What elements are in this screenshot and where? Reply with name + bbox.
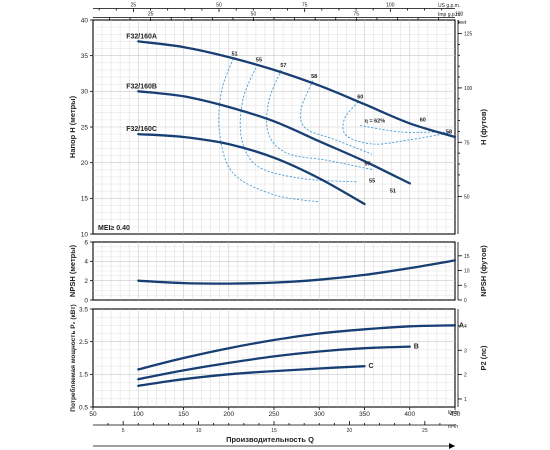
npsh-ylabel: NPSH (метры)	[68, 244, 77, 297]
y-tick-label: 10	[81, 231, 89, 238]
y-tick-label: 6	[84, 239, 88, 246]
y-tick-label: 15	[81, 196, 89, 203]
y2-tick-label: 15	[464, 254, 470, 260]
mei-badge: MEI≥ 0.40	[98, 225, 130, 232]
series-label: B	[414, 344, 419, 351]
efficiency-label: 60	[357, 94, 363, 100]
series-label: F32/160A	[126, 33, 157, 40]
efficiency-contour	[359, 125, 451, 134]
y-tick-label: 2.5	[79, 339, 88, 346]
top-axis2-label: 50	[251, 12, 257, 18]
y2-tick-label: 10	[464, 269, 470, 275]
series-label: C	[369, 363, 374, 370]
x-tick-label: 150	[178, 411, 189, 418]
y-tick-label: 0.5	[79, 404, 88, 411]
x-tick-label: 100	[133, 411, 144, 418]
power-y2label: P2 (лс)	[479, 345, 488, 371]
x-tick-label: 250	[269, 411, 280, 418]
top-axis1-label: 25	[131, 3, 137, 9]
y2-tick-label: 4	[464, 324, 467, 330]
m3h-tick-label: 15	[271, 428, 277, 434]
head-curve	[137, 132, 366, 206]
efficiency-contour	[218, 58, 320, 203]
x-unit-m3h: m³/h	[448, 424, 458, 430]
efficiency-label: 51	[231, 52, 237, 58]
top-axis1-unit: US g.p.m.	[438, 3, 460, 9]
label-layer: 51 55 57 58 60 η = 62% 60 58 57 55 51 F32/160A F32/1…	[126, 33, 464, 370]
top-axis1-label: 100	[386, 3, 395, 9]
power-curve	[137, 365, 366, 387]
x-tick-label: 50	[89, 411, 97, 418]
y2-tick-label: 5	[464, 283, 467, 289]
top-axis2-label: 75	[354, 12, 360, 18]
y2-tick-label: 0	[464, 298, 467, 304]
curve-layer	[137, 40, 457, 387]
top-axis2-label: 25	[148, 12, 154, 18]
power-curve	[137, 324, 457, 371]
y-tick-label: 0	[84, 297, 88, 304]
series-label: F32/160B	[126, 83, 157, 90]
efficiency-label: 55	[256, 57, 262, 63]
y-tick-label: 4	[84, 259, 88, 266]
efficiency-contours	[218, 58, 451, 203]
power-ylabel: Потребляемая мощность P₂ (кВт)	[69, 304, 77, 411]
head-ylabel: Напор H (метры)	[68, 95, 77, 158]
m3h-tick-label: 25	[422, 428, 428, 434]
efficiency-contour	[342, 101, 451, 145]
y-tick-label: 1.5	[79, 372, 88, 379]
y2-unit-feet: feet	[458, 20, 467, 26]
x-tick-label: 300	[314, 411, 325, 418]
series-label: F32/160C	[126, 126, 157, 133]
y2-tick-label: 125	[464, 32, 473, 38]
efficiency-contour	[239, 64, 358, 183]
top-axis2-unit: Imp g.p.m.	[438, 12, 462, 18]
y-tick-label: 2	[84, 278, 88, 285]
x-tick-label: 400	[404, 411, 415, 418]
tick-layer: 1015202530354002460.51.52.53.55075100125…	[79, 3, 473, 435]
x-tick-label: 350	[359, 411, 370, 418]
top-axis1-label: 50	[216, 3, 222, 9]
y-tick-label: 3.5	[79, 306, 88, 313]
x-axis-title: Производительность Q	[226, 435, 314, 444]
efficiency-label: 58	[311, 74, 317, 80]
y-tick-label: 40	[81, 17, 89, 24]
grid-layer	[93, 20, 455, 407]
x-tick-label: 450	[450, 411, 461, 418]
y2-tick-label: 50	[464, 195, 470, 201]
y2-tick-label: 3	[464, 348, 467, 354]
y2-tick-label: 100	[464, 86, 473, 92]
m3h-tick-label: 5	[122, 428, 125, 434]
x-tick-label: 200	[223, 411, 234, 418]
x-unit-lmin: l/min	[448, 410, 459, 416]
y-tick-label: 20	[81, 160, 89, 167]
series-label: A	[459, 322, 464, 329]
y-tick-label: 30	[81, 89, 89, 96]
top-axis2-label: 100	[455, 12, 464, 18]
efficiency-label: 55	[369, 179, 375, 185]
y2-tick-label: 1	[464, 397, 467, 403]
npsh-curve	[137, 259, 457, 285]
efficiency-label: 51	[390, 189, 396, 195]
y2-tick-label: 75	[464, 140, 470, 146]
efficiency-label: η = 62%	[365, 119, 386, 125]
efficiency-contour	[266, 69, 374, 171]
efficiency-label: 57	[365, 162, 371, 168]
top-axis1-label: 75	[302, 3, 308, 9]
efficiency-label: 57	[280, 63, 286, 69]
y-tick-label: 25	[81, 124, 89, 131]
efficiency-label: 58	[446, 129, 452, 135]
m3h-tick-label: 10	[196, 428, 202, 434]
npsh-y2label: NPSH (футов)	[479, 245, 488, 297]
head-curve	[137, 40, 457, 139]
efficiency-label: 60	[420, 117, 426, 123]
m3h-tick-label: 20	[347, 428, 353, 434]
efficiency-contour	[300, 80, 372, 155]
head-y2label: H (футов)	[479, 109, 488, 145]
y-tick-label: 35	[81, 53, 89, 60]
x-axis-arrowhead	[449, 443, 455, 449]
y2-tick-label: 2	[464, 373, 467, 379]
